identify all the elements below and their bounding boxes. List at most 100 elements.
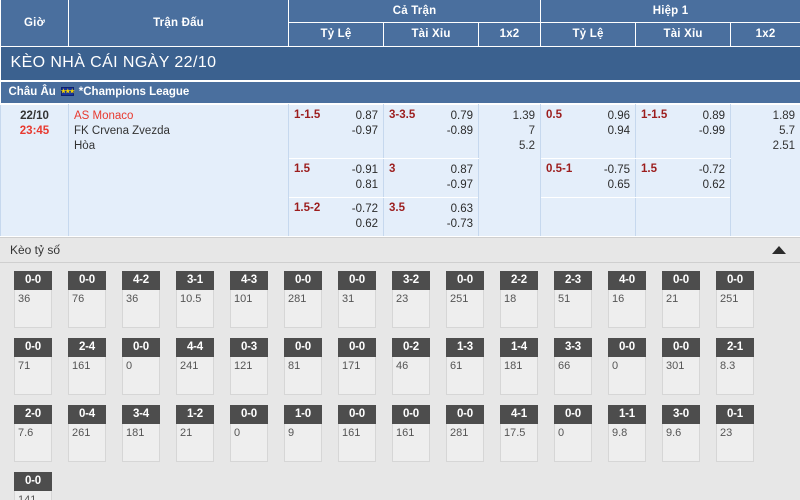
score-odd-value[interactable]: 101 [230,289,268,328]
onextwo-draw-odd[interactable]: 5.7 [779,124,796,137]
score-odd-value[interactable]: 23 [716,423,754,462]
handicap-cell-ft-1[interactable]: 1-1.5 0.87 -0.97 [288,103,384,159]
score-odds-box[interactable]: 3-3 66 [554,337,592,395]
handicap-line[interactable]: 0.5 [546,108,563,121]
score-odds-box[interactable]: 1-4 181 [500,337,538,395]
handicap-home-odd[interactable]: 0.96 [607,109,631,122]
score-odd-value[interactable]: 8.3 [716,356,754,395]
onextwo-cell-h1[interactable]: 1.89 5.7 2.51 [730,103,800,237]
overunder-line[interactable]: 3 [389,162,396,175]
col-header-ty-le-h1[interactable]: Tỷ Lệ [540,22,637,47]
score-odd-value[interactable]: 46 [392,356,430,395]
score-odds-box[interactable]: 2-4 161 [68,337,106,395]
score-odd-value[interactable]: 81 [284,356,322,395]
score-odd-value[interactable]: 61 [446,356,484,395]
score-odds-box[interactable]: 0-0 36 [14,270,52,328]
overunder-line[interactable]: 1-1.5 [641,108,668,121]
score-odds-box[interactable]: 0-0 71 [14,337,52,395]
col-header-tai-xiu-h1[interactable]: Tài Xỉu [635,22,732,47]
score-odds-box[interactable]: 0-0 171 [338,337,376,395]
handicap-cell-h1-1[interactable]: 0.5 0.96 0.94 [540,103,637,159]
over-odd[interactable]: 0.87 [450,163,473,176]
score-odd-value[interactable]: 76 [68,289,106,328]
overunder-cell-ft-1[interactable]: 3-3.5 0.79 -0.89 [383,103,479,159]
handicap-cell-h1-3[interactable] [540,196,637,237]
under-odd[interactable]: 0.62 [702,178,726,191]
score-odd-value[interactable]: 161 [68,356,106,395]
over-odd[interactable]: 0.79 [450,109,473,122]
score-odd-value[interactable]: 161 [338,423,376,462]
handicap-away-odd[interactable]: 0.81 [355,178,378,191]
score-odds-box[interactable]: 4-1 17.5 [500,404,538,462]
score-odd-value[interactable]: 18 [500,289,538,328]
handicap-home-odd[interactable]: 0.87 [355,109,378,122]
col-header-ty-le-ft[interactable]: Tỷ Lệ [288,22,384,47]
onextwo-home-odd[interactable]: 1.39 [512,109,536,122]
score-odds-box[interactable]: 0-0 0 [122,337,160,395]
match-row-3[interactable]: 1.5-2 -0.72 0.62 3.5 0.63 -0.73 [1,196,800,237]
score-odds-box[interactable]: 4-4 241 [176,337,214,395]
score-odds-box[interactable]: 1-1 9.8 [608,404,646,462]
score-odd-value[interactable]: 251 [716,289,754,328]
score-odds-box[interactable]: 0-4 261 [68,404,106,462]
score-odd-value[interactable]: 10.5 [176,289,214,328]
score-odd-value[interactable]: 141 [14,490,52,500]
score-odds-box[interactable]: 0-0 31 [338,270,376,328]
score-odd-value[interactable]: 0 [230,423,268,462]
onextwo-away-odd[interactable]: 5.2 [519,139,536,152]
overunder-cell-h1-1[interactable]: 1-1.5 0.89 -0.99 [635,103,732,159]
col-header-tran-dau[interactable]: Trận Đấu [68,0,289,47]
score-odd-value[interactable]: 241 [176,356,214,395]
score-odd-value[interactable]: 171 [338,356,376,395]
score-odds-box[interactable]: 3-0 9.6 [662,404,700,462]
score-odd-value[interactable]: 36 [14,289,52,328]
score-odds-box[interactable]: 1-0 9 [284,404,322,462]
score-odd-value[interactable]: 21 [662,289,700,328]
handicap-away-odd[interactable]: 0.62 [355,217,378,230]
score-odd-value[interactable]: 261 [68,423,106,462]
handicap-line[interactable]: 1.5 [294,162,310,175]
score-odd-value[interactable]: 21 [176,423,214,462]
score-odds-box[interactable]: 0-0 0 [230,404,268,462]
handicap-line[interactable]: 1.5-2 [294,201,321,214]
score-odd-value[interactable]: 281 [446,423,484,462]
score-odd-value[interactable]: 0 [122,356,160,395]
score-odd-value[interactable]: 9.8 [608,423,646,462]
score-odd-value[interactable]: 251 [446,289,484,328]
score-odd-value[interactable]: 16 [608,289,646,328]
onextwo-home-odd[interactable]: 1.89 [772,109,796,122]
overunder-cell-ft-2[interactable]: 3 0.87 -0.97 [383,157,479,198]
handicap-cell-ft-3[interactable]: 1.5-2 -0.72 0.62 [288,196,384,237]
handicap-line[interactable]: 0.5-1 [546,162,573,175]
handicap-home-odd[interactable]: -0.75 [603,163,631,176]
score-odds-box[interactable]: 3-1 10.5 [176,270,214,328]
col-header-1x2-h1[interactable]: 1x2 [730,22,800,47]
overunder-cell-h1-3[interactable] [635,196,732,237]
score-odd-value[interactable]: 36 [122,289,160,328]
onextwo-cell-ft[interactable]: 1.39 7 5.2 [477,103,542,237]
overunder-cell-h1-2[interactable]: 1.5 -0.72 0.62 [635,157,732,198]
score-odds-box[interactable]: 4-0 16 [608,270,646,328]
onextwo-away-odd[interactable]: 2.51 [772,139,796,152]
over-odd[interactable]: 0.89 [702,109,726,122]
score-odds-box[interactable]: 0-0 281 [446,404,484,462]
score-odds-box[interactable]: 4-3 101 [230,270,268,328]
score-odds-box[interactable]: 3-4 181 [122,404,160,462]
score-odd-value[interactable]: 281 [284,289,322,328]
col-header-1x2-ft[interactable]: 1x2 [477,22,542,47]
score-odds-box[interactable]: 0-3 121 [230,337,268,395]
score-odd-value[interactable]: 71 [14,356,52,395]
match-teams-cell[interactable]: AS Monaco FK Crvena Zvezda Hòa [68,103,289,237]
handicap-line[interactable]: 1-1.5 [294,108,321,121]
overunder-line[interactable]: 3.5 [389,201,405,214]
handicap-home-odd[interactable]: -0.91 [351,163,378,176]
chevron-up-icon[interactable] [772,245,786,254]
overunder-line[interactable]: 3-3.5 [389,108,416,121]
over-odd[interactable]: -0.72 [698,163,726,176]
score-odd-value[interactable]: 121 [230,356,268,395]
over-odd[interactable]: 0.63 [450,202,473,215]
score-odds-box[interactable]: 0-0 161 [338,404,376,462]
league-name[interactable]: *Champions League [78,85,190,98]
score-odds-box[interactable]: 2-3 51 [554,270,592,328]
score-odds-box[interactable]: 0-0 0 [554,404,592,462]
